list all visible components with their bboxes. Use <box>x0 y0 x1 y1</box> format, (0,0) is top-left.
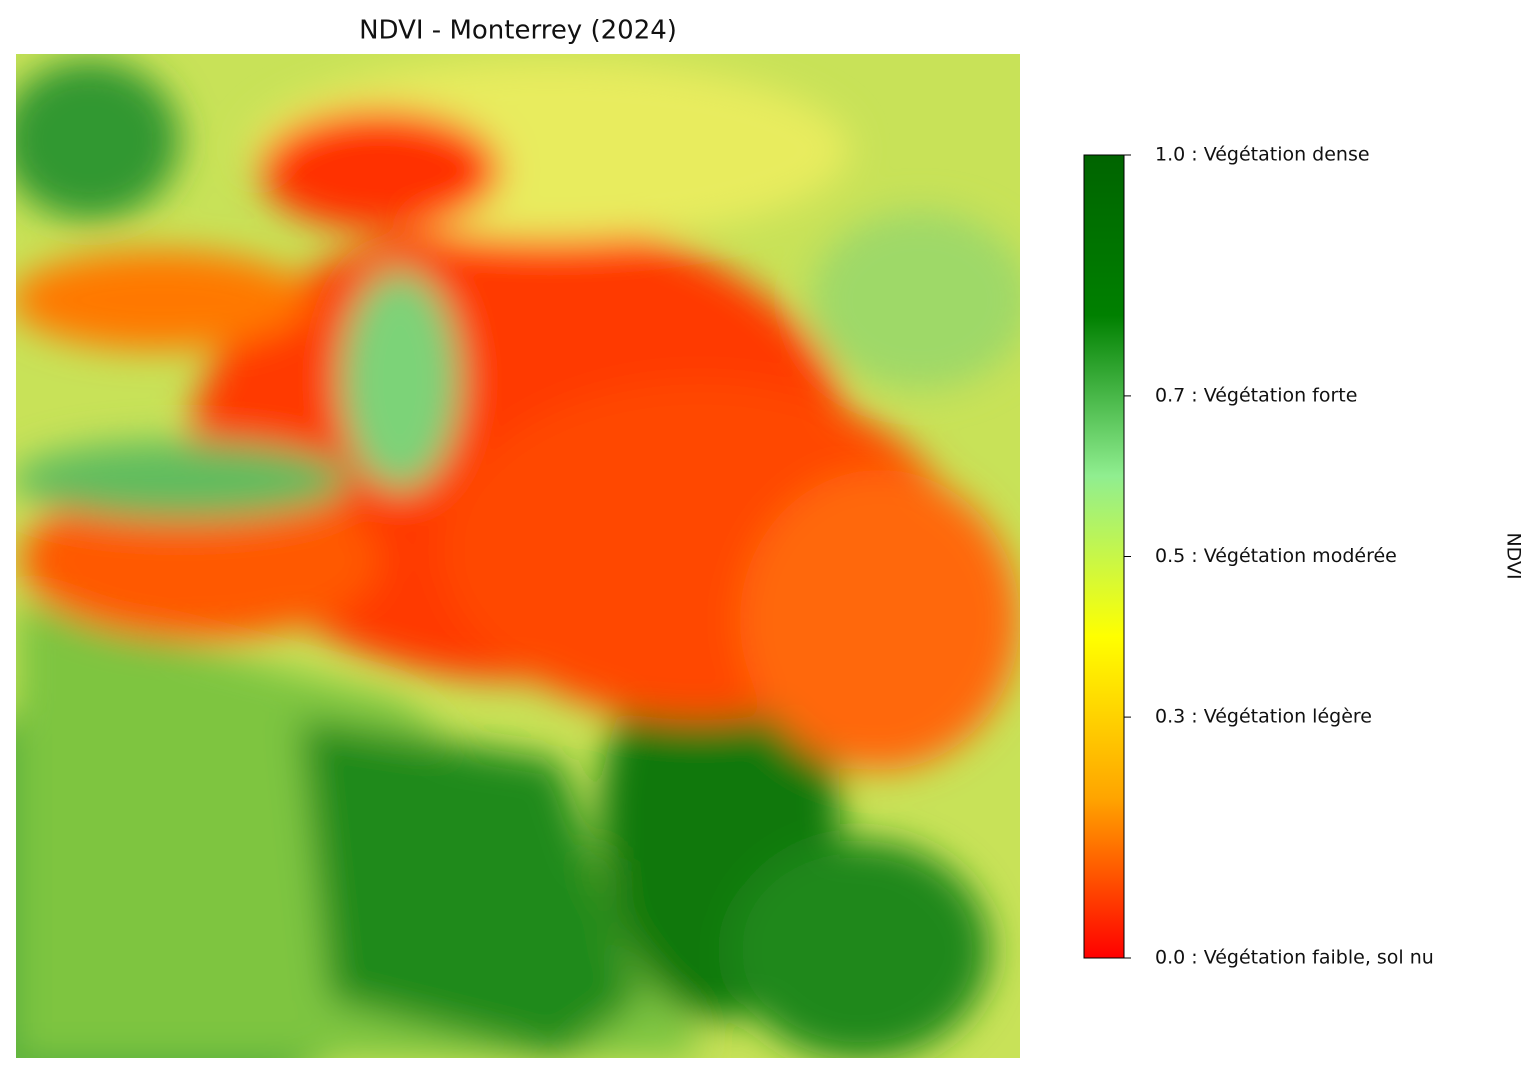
colorbar: NDVI 0.0 : Végétation faible, sol nu 0.3 … <box>1083 144 1525 969</box>
colorbar-tick-label: 0.7 : Végétation forte <box>1155 384 1357 406</box>
colorbar-gradient <box>1083 154 1125 959</box>
colorbar-tick-label: 0.0 : Végétation faible, sol nu <box>1155 947 1434 969</box>
chart-title: NDVI - Monterrey (2024) <box>359 16 677 46</box>
colorbar-label: NDVI <box>1503 532 1525 579</box>
colorbar-tick-label: 1.0 : Végétation dense <box>1155 144 1370 166</box>
colorbar-tick-label: 0.3 : Végétation légère <box>1155 706 1372 728</box>
ndvi-map <box>16 54 1020 1058</box>
colorbar-tick-label: 0.5 : Végétation modérée <box>1155 545 1397 567</box>
